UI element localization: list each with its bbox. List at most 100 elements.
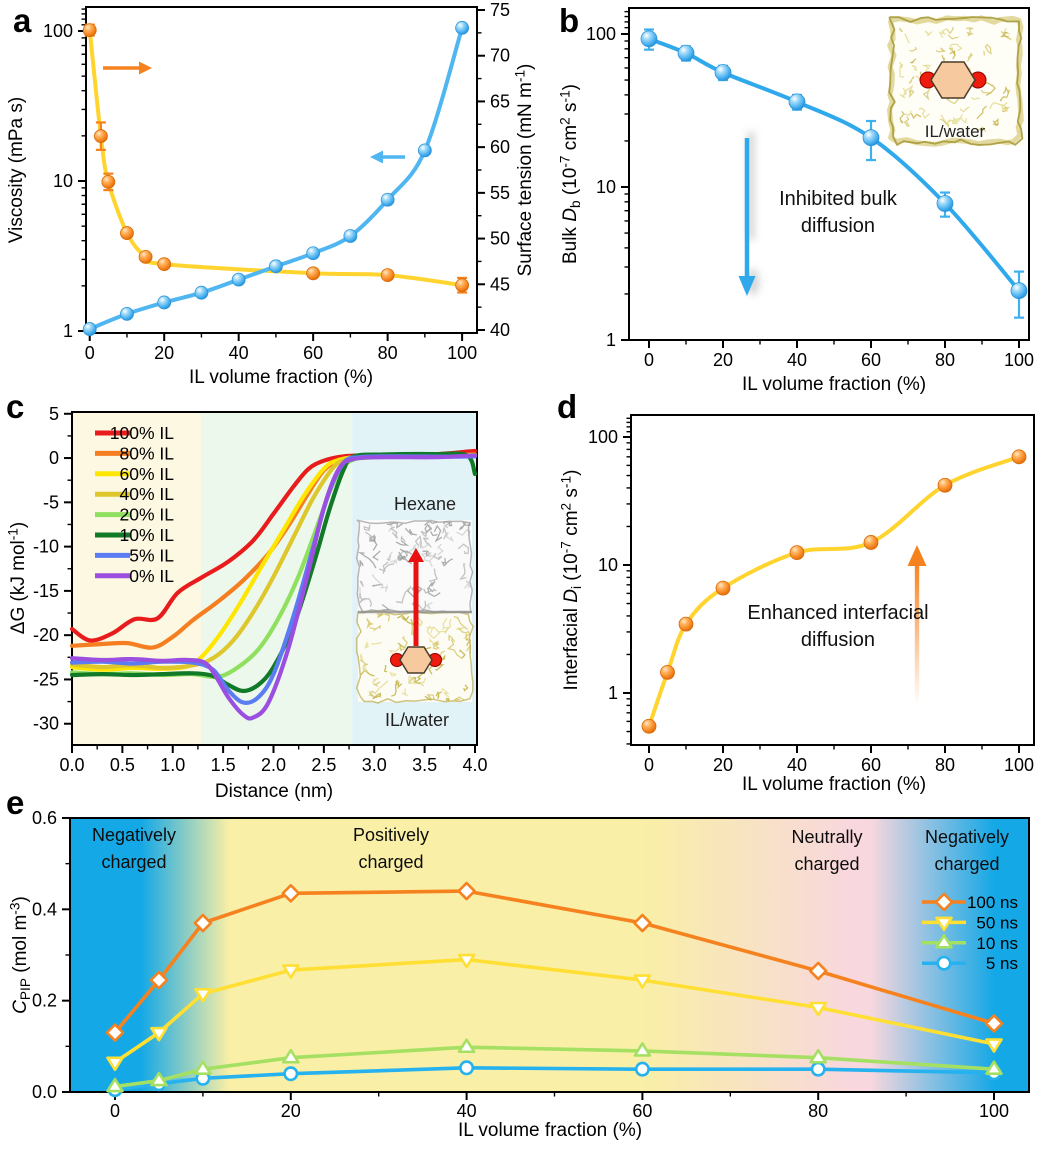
inset-red-up-arrow <box>408 548 424 646</box>
panel-a-axis-arrows <box>103 61 405 164</box>
panel-letter-e: e <box>6 784 25 821</box>
svg-text:0.0: 0.0 <box>59 755 84 775</box>
svg-text:IL volume fraction (%): IL volume fraction (%) <box>458 1120 642 1141</box>
inset-c-hexane-label: Hexane <box>393 494 457 514</box>
svg-text:-30: -30 <box>33 714 59 734</box>
annotation-inhibited-bulk-diffusion: Inhibited bulk diffusion <box>779 188 897 237</box>
svg-text:50 ns: 50 ns <box>976 913 1018 932</box>
svg-text:Surface tension (mN m-1): Surface tension (mN m-1) <box>513 64 537 277</box>
svg-text:1: 1 <box>608 683 618 703</box>
svg-text:100 ns: 100 ns <box>967 893 1018 912</box>
series-line-50-ns <box>113 957 996 1065</box>
inset-b-il-water-label: IL/water <box>924 122 986 141</box>
svg-text:10 ns: 10 ns <box>976 934 1018 953</box>
svg-text:60: 60 <box>490 137 510 157</box>
panel-a-chart: 1 10 100 40 45 50 55 60 65 70 75 0 20 40 60 80 100 Viscos… <box>6 0 536 388</box>
svg-text:100: 100 <box>447 343 477 363</box>
svg-text:60: 60 <box>632 1101 652 1121</box>
svg-text:0: 0 <box>85 343 95 363</box>
series-line-10-ns <box>113 1045 996 1089</box>
svg-text:-15: -15 <box>33 581 59 601</box>
svg-text:0.0: 0.0 <box>32 1082 57 1102</box>
svg-text:100: 100 <box>588 427 618 447</box>
svg-text:100: 100 <box>586 24 616 44</box>
svg-text:40: 40 <box>229 343 249 363</box>
svg-text:100: 100 <box>43 21 73 41</box>
panel-d-chart: 1 10 100 0 20 40 60 80 100 Interfacial Di (10-7 c… <box>559 414 1035 795</box>
svg-text:1: 1 <box>606 330 616 350</box>
svg-text:60: 60 <box>861 350 881 370</box>
svg-text:-20: -20 <box>33 625 59 645</box>
svg-text:60: 60 <box>861 755 881 775</box>
svg-text:3.5: 3.5 <box>412 755 437 775</box>
svg-text:Interfacial Di (10-7 cm2 s-1): Interfacial Di (10-7 cm2 s-1) <box>559 470 584 691</box>
svg-text:40: 40 <box>457 1101 477 1121</box>
svg-text:-10: -10 <box>33 537 59 557</box>
svg-text:65: 65 <box>490 91 510 111</box>
panel-c-inset-interface <box>355 519 474 704</box>
panel-c-chart: 5 0 -5 -10 -15 -20 -25 -30 0.0 0.5 1.0 1.5 2.0 2.5 3.0… <box>6 404 488 802</box>
series-line-100-ns <box>113 889 996 1035</box>
svg-text:5% IL: 5% IL <box>129 545 174 565</box>
svg-text:10: 10 <box>598 555 618 575</box>
svg-text:60% IL: 60% IL <box>120 464 175 484</box>
svg-text:5: 5 <box>49 404 59 424</box>
panel-letter-a: a <box>13 2 32 39</box>
annotation-enhanced-interfacial-diffusion: Enhanced interfacial diffusion <box>747 602 929 651</box>
panel-letter-c: c <box>6 388 25 425</box>
panel-letter-d: d <box>557 388 578 425</box>
svg-text:Bulk Db (10-7 cm2 s-1): Bulk Db (10-7 cm2 s-1) <box>558 84 583 264</box>
svg-text:Viscosity (mPa s): Viscosity (mPa s) <box>6 97 27 243</box>
svg-text:100: 100 <box>1004 755 1034 775</box>
svg-text:4.0: 4.0 <box>462 755 487 775</box>
panel-letter-b: b <box>559 2 580 39</box>
svg-text:0.2: 0.2 <box>32 991 57 1011</box>
svg-text:80: 80 <box>378 343 398 363</box>
svg-text:0% IL: 0% IL <box>129 566 174 586</box>
svg-text:CPIP (mol m-3): CPIP (mol m-3) <box>8 896 33 1014</box>
svg-text:20: 20 <box>713 755 733 775</box>
svg-text:IL volume fraction (%): IL volume fraction (%) <box>742 774 926 795</box>
region-label-neutrally-charged: Neutrally charged <box>791 827 863 874</box>
svg-text:0.4: 0.4 <box>32 899 57 919</box>
svg-text:40: 40 <box>787 350 807 370</box>
panel-b-inset-simulation-box <box>887 15 1024 147</box>
svg-text:0: 0 <box>644 755 654 775</box>
svg-text:20: 20 <box>281 1101 301 1121</box>
svg-text:80: 80 <box>808 1101 828 1121</box>
interfacial-diffusion-up-arrow <box>907 545 927 705</box>
svg-text:Distance (nm): Distance (nm) <box>215 781 333 802</box>
svg-text:80: 80 <box>935 755 955 775</box>
svg-text:IL volume fraction (%): IL volume fraction (%) <box>189 367 373 388</box>
svg-text:80: 80 <box>935 350 955 370</box>
bulk-diffusion-down-arrow <box>738 138 756 296</box>
inset-c-il-water-label: IL/water <box>384 710 450 730</box>
region-label-negatively-charged-left: Negatively charged <box>91 825 177 872</box>
svg-text:3.0: 3.0 <box>362 755 387 775</box>
svg-text:2.5: 2.5 <box>311 755 336 775</box>
svg-text:0.6: 0.6 <box>32 808 57 828</box>
svg-text:10: 10 <box>596 177 616 197</box>
region-label-negatively-charged-right: Negatively charged <box>924 827 1010 874</box>
svg-text:45: 45 <box>490 274 510 294</box>
svg-text:ΔG (kJ mol-1): ΔG (kJ mol-1) <box>6 522 30 634</box>
svg-text:100% IL: 100% IL <box>110 423 174 443</box>
svg-text:1: 1 <box>63 321 73 341</box>
panel-b-chart: 1 10 100 0 20 40 60 80 100 Bulk Db (10-7 cm2 s-1)… <box>558 7 1034 395</box>
svg-text:40: 40 <box>787 755 807 775</box>
svg-text:-25: -25 <box>33 669 59 689</box>
svg-text:0: 0 <box>49 448 59 468</box>
svg-text:80% IL: 80% IL <box>120 443 175 463</box>
svg-text:75: 75 <box>490 0 510 20</box>
svg-text:50: 50 <box>490 229 510 249</box>
svg-text:10: 10 <box>53 171 73 191</box>
svg-text:20% IL: 20% IL <box>120 505 175 525</box>
panel-e-chart: 0.0 0.2 0.4 0.6 0 20 40 60 80 100 CPIP (mol m-3) IL… <box>8 808 1030 1141</box>
svg-text:20: 20 <box>713 350 733 370</box>
svg-text:2.0: 2.0 <box>261 755 286 775</box>
svg-text:5 ns: 5 ns <box>986 954 1018 973</box>
